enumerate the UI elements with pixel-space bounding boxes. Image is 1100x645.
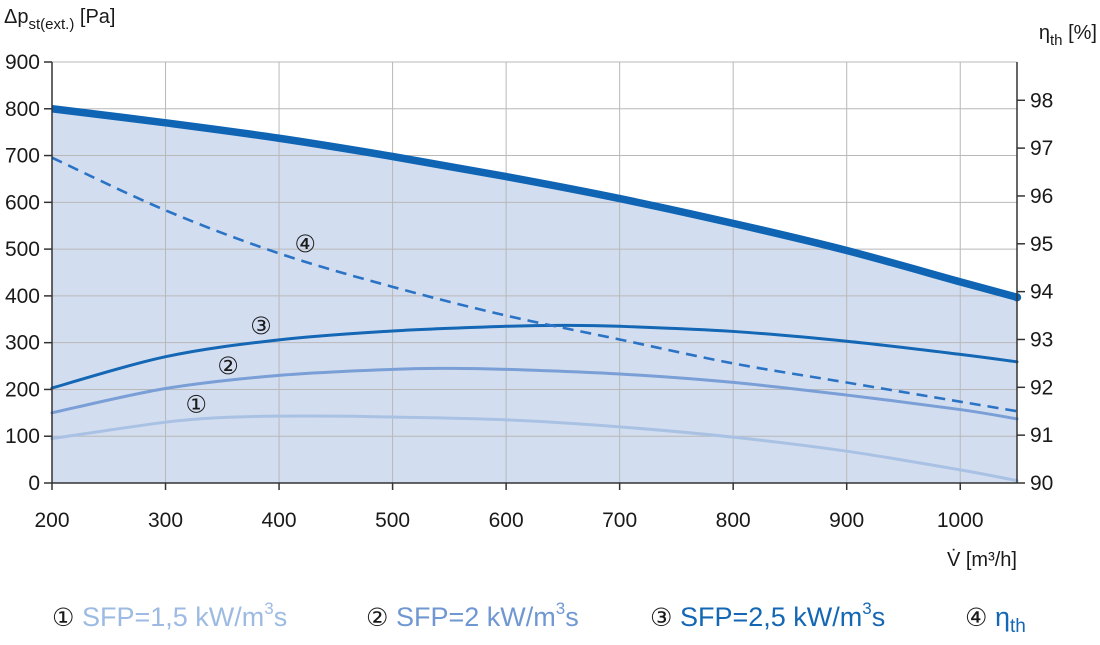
axis-titles-layer: Δpst(ext.) [Pa] ηth [%] V̇ [m³/h] — [4, 6, 1097, 571]
left-tick-label: 0 — [28, 472, 40, 495]
left-tick-label: 800 — [5, 98, 40, 121]
right-tick-label: 93 — [1030, 328, 1053, 351]
right-axis-title-sub: th — [1050, 32, 1063, 49]
left-tick-label: 600 — [5, 191, 40, 214]
left-axis-title-main: Δp — [4, 6, 28, 28]
left-tick-label: 900 — [5, 51, 40, 74]
bottom-tick-label: 300 — [148, 509, 183, 532]
right-tick-label: 92 — [1030, 376, 1053, 399]
legend-subscript: th — [1010, 616, 1026, 637]
series-line-3 — [50, 323, 1019, 390]
axes-layer — [44, 61, 1025, 490]
series-line-4 — [51, 156, 1018, 413]
x-axis-title-unit: [m³/h] — [966, 549, 1017, 571]
series-layer — [50, 156, 1019, 483]
right-tick-label: 94 — [1030, 281, 1054, 304]
right-tick-label: 91 — [1030, 424, 1053, 447]
series-line-1 — [50, 414, 1019, 483]
curve-marker-2: ② — [217, 352, 239, 380]
x-axis-title-symbol: V̇ — [947, 549, 961, 571]
legend-item-1: ① SFP=1,5 kW/m3s — [52, 599, 287, 632]
left-axis-title-sub: st(ext.) — [28, 16, 74, 33]
right-tick-label: 96 — [1030, 185, 1053, 208]
envelope-line — [51, 105, 1018, 301]
legend-symbol: ① — [52, 603, 74, 632]
left-axis-title-unit: [Pa] — [80, 6, 116, 28]
series-line-2 — [50, 366, 1019, 421]
left-tick-label: 200 — [5, 378, 40, 401]
legend-item-2: ② SFP=2 kW/m3s — [366, 599, 579, 632]
legend-item-4: ④ ηth — [965, 602, 1026, 637]
x-axis-title: V̇ [m³/h] — [947, 549, 1017, 571]
legend-label: SFP=2,5 kW/m — [680, 602, 862, 632]
legend-label-tail: s — [565, 602, 579, 632]
legend-label: η — [995, 602, 1010, 632]
legend-symbol: ② — [366, 603, 388, 632]
legend-gap — [672, 602, 680, 632]
legend-label-tail: s — [872, 602, 886, 632]
right-axis-title: ηth [%] — [1039, 22, 1097, 49]
legend-gap — [388, 602, 396, 632]
legend-gap — [987, 602, 995, 632]
left-tick-label: 500 — [5, 238, 40, 261]
bottom-tick-label: 800 — [716, 509, 751, 532]
legend-label: SFP=1,5 kW/m — [82, 602, 264, 632]
left-tick-label: 400 — [5, 285, 40, 308]
left-tick-label: 100 — [5, 425, 40, 448]
right-axis-title-main: η — [1039, 22, 1050, 44]
curve-marker-4: ④ — [294, 230, 316, 258]
right-tick-label: 97 — [1030, 137, 1053, 160]
bottom-tick-label: 200 — [34, 509, 69, 532]
right-axis-title-unit: [%] — [1068, 22, 1097, 44]
bottom-tick-label: 600 — [489, 509, 524, 532]
legend-label: SFP=2 kW/m — [396, 602, 556, 632]
legend: ① SFP=1,5 kW/m3s ② SFP=2 kW/m3s ③ SFP=2,5 … — [52, 599, 1026, 637]
legend-superscript: 3 — [556, 599, 565, 618]
right-tick-label: 98 — [1030, 89, 1053, 112]
bottom-tick-label: 900 — [829, 509, 864, 532]
left-axis-title: Δpst(ext.) [Pa] — [4, 6, 115, 33]
bottom-tick-label: 400 — [262, 509, 297, 532]
legend-item-3: ③ SFP=2,5 kW/m3s — [650, 599, 885, 632]
legend-symbol: ④ — [965, 603, 987, 632]
curve-markers-layer: ①②③ ④ — [185, 230, 316, 419]
curve-marker-1: ① — [185, 390, 207, 418]
right-tick-label: 95 — [1030, 233, 1053, 256]
bottom-tick-label: 700 — [602, 509, 637, 532]
tick-labels-layer: 0 100 200 300 400 500 600 700 800 900 90 91 92 93 94 95… — [5, 51, 1054, 532]
bottom-tick-label: 1000 — [937, 509, 984, 532]
left-tick-label: 700 — [5, 145, 40, 168]
bottom-tick-label: 500 — [375, 509, 410, 532]
legend-symbol: ③ — [650, 603, 672, 632]
legend-superscript: 3 — [862, 599, 871, 618]
right-tick-label: 90 — [1030, 472, 1053, 495]
left-tick-label: 300 — [5, 332, 40, 355]
legend-superscript: 3 — [264, 599, 273, 618]
curve-marker-3: ③ — [250, 312, 272, 340]
legend-gap — [74, 602, 82, 632]
legend-label-tail: s — [274, 602, 288, 632]
